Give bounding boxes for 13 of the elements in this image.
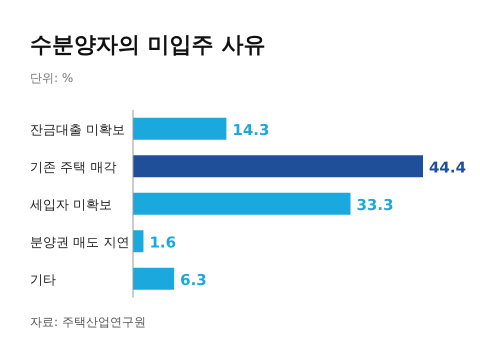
title: 수분양자의 미입주 사유 — [30, 33, 266, 58]
data-label: 1.6 — [149, 233, 176, 252]
subtitle: 단위: % — [30, 71, 74, 85]
category-label: 기존 주택 매각 — [30, 160, 116, 176]
category-label: 기타 — [30, 272, 56, 288]
data-label: 6.3 — [180, 270, 207, 289]
category-label: 잔금대출 미확보 — [30, 122, 126, 138]
data-label: 14.3 — [232, 120, 270, 139]
data-label: 44.4 — [429, 158, 466, 176]
category-label: 세입자 미확보 — [30, 198, 112, 213]
data-label: 33.3 — [356, 196, 394, 214]
annotation: 자료: 주택산업연구원 — [30, 315, 146, 329]
category-label: 분양권 매도 지연 — [30, 235, 130, 250]
